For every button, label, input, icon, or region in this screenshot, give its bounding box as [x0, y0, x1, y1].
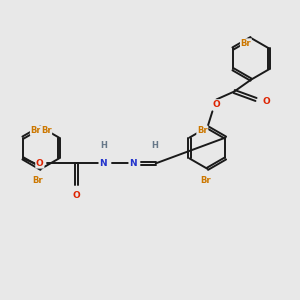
Text: Br: Br [200, 176, 211, 185]
Text: O: O [212, 100, 220, 109]
Text: O: O [262, 97, 270, 106]
Text: Br: Br [31, 126, 41, 135]
Text: O: O [36, 159, 44, 168]
Text: N: N [129, 159, 137, 168]
Text: Br: Br [241, 39, 251, 48]
Text: N: N [99, 159, 107, 168]
Text: H: H [100, 141, 107, 150]
Text: Br: Br [197, 126, 208, 135]
Text: Br: Br [33, 176, 44, 185]
Text: O: O [73, 190, 80, 200]
Text: Br: Br [41, 126, 52, 135]
Text: H: H [151, 141, 158, 150]
